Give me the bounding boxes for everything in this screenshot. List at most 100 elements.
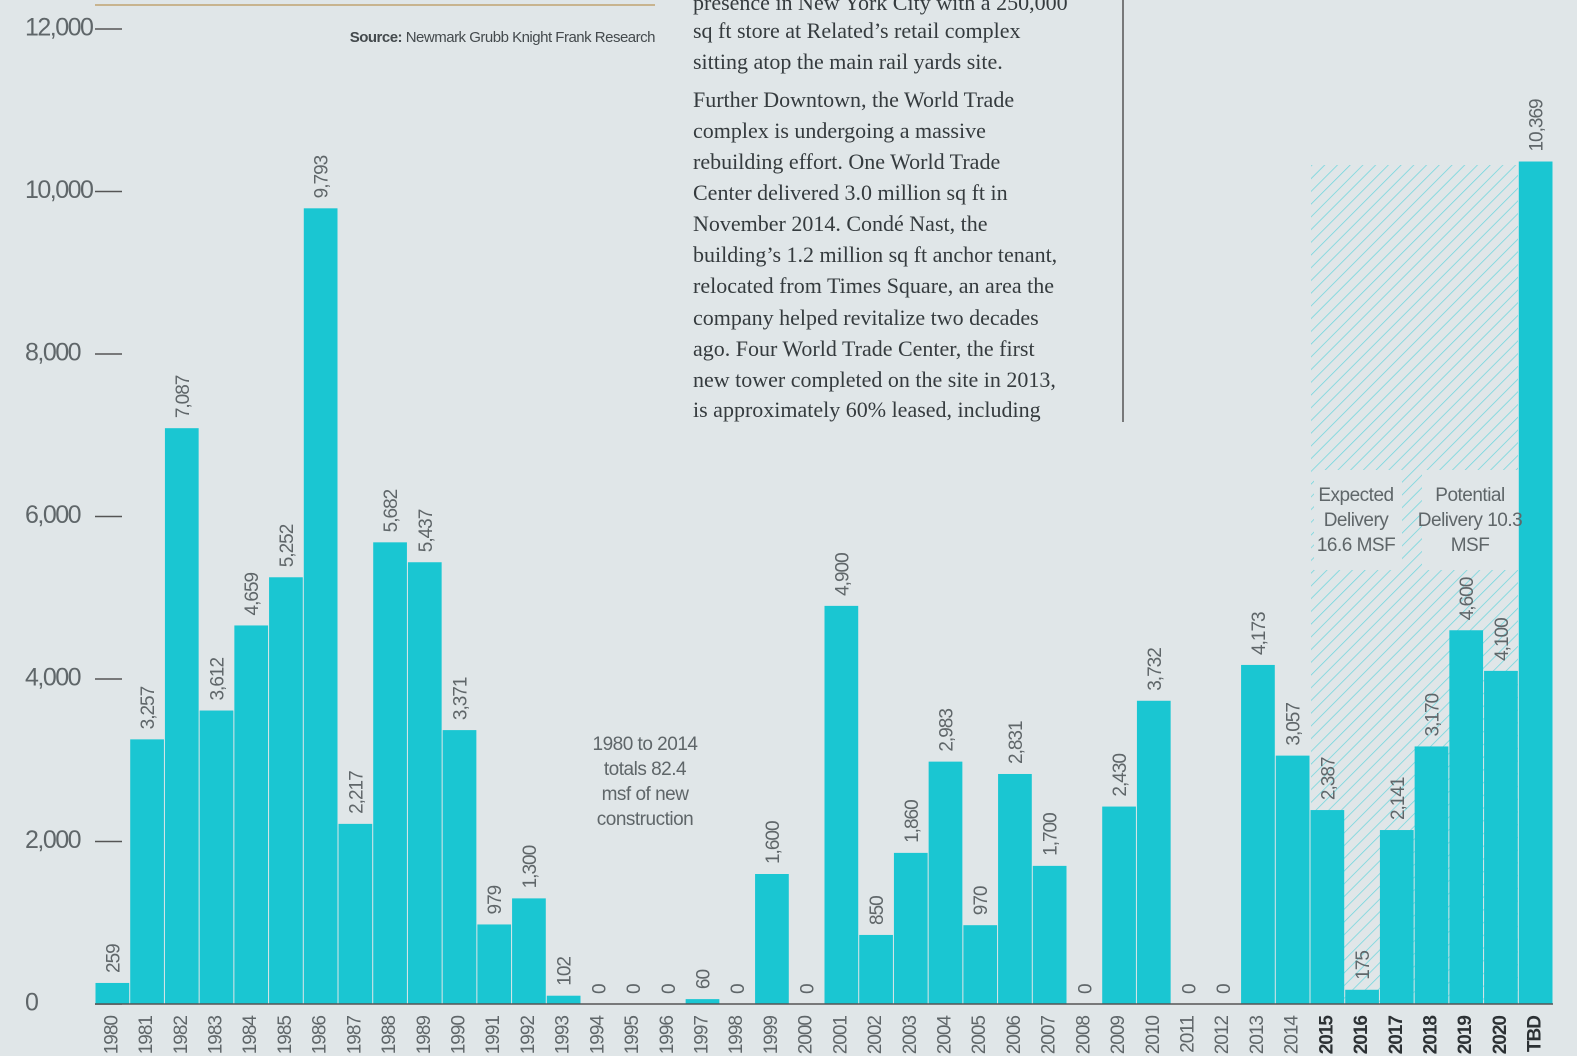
annotation: construction <box>597 809 693 830</box>
x-tick-label: 2019 <box>1455 1016 1476 1055</box>
annotation: Potential <box>1435 485 1504 506</box>
annotation: totals 82.4 <box>604 759 687 780</box>
y-tick-label: 8,000 <box>25 339 81 367</box>
annotation: 16.6 MSF <box>1317 535 1395 556</box>
value-label: 9,793 <box>312 155 333 198</box>
x-tick-label: 2008 <box>1073 1016 1094 1055</box>
value-label: 3,170 <box>1423 693 1444 736</box>
value-label: 0 <box>1075 984 1096 994</box>
value-label: 4,100 <box>1492 618 1513 661</box>
x-tick-label: 2002 <box>865 1016 886 1055</box>
x-tick-label: 2018 <box>1421 1016 1442 1055</box>
value-label: 2,983 <box>937 709 958 752</box>
annotation: Delivery <box>1324 510 1390 531</box>
y-tick-label: 6,000 <box>25 501 81 529</box>
x-tick-label: 2009 <box>1108 1016 1129 1055</box>
x-tick-label: 1985 <box>275 1016 296 1055</box>
value-label: 1,860 <box>902 800 923 843</box>
x-tick-label: 1981 <box>136 1016 157 1055</box>
x-tick-label: 1988 <box>379 1016 400 1055</box>
value-label: 3,371 <box>451 677 472 720</box>
x-tick-label: 2003 <box>900 1016 921 1055</box>
x-tick-label: 2010 <box>1143 1016 1164 1055</box>
x-tick-label: 2011 <box>1178 1016 1199 1053</box>
x-tick-label: 1993 <box>553 1016 574 1055</box>
bar <box>1449 630 1484 1004</box>
value-label: 60 <box>694 970 715 990</box>
x-tick-label: 1998 <box>726 1016 747 1055</box>
x-tick-label: 2001 <box>830 1016 851 1055</box>
value-label: 7,087 <box>173 375 194 418</box>
bar <box>998 773 1032 1004</box>
article-line: company helped revitalize two decades <box>693 305 1039 330</box>
x-tick-label: 1982 <box>171 1016 192 1055</box>
bar <box>407 562 442 1004</box>
value-label: 5,437 <box>416 509 437 552</box>
value-label: 0 <box>798 984 819 994</box>
value-label: 5,682 <box>381 489 402 532</box>
x-tick-label: 1991 <box>483 1016 504 1055</box>
source: Source: Newmark Grubb Knight Frank Resea… <box>350 29 655 46</box>
article-line: building’s 1.2 million sq ft anchor tena… <box>693 242 1057 267</box>
value-label: 3,612 <box>208 658 229 701</box>
bar <box>1345 989 1379 1004</box>
bar <box>1414 746 1449 1004</box>
bar <box>1379 830 1414 1004</box>
bar <box>303 208 338 1005</box>
value-label: 1,300 <box>520 845 541 888</box>
article-line: relocated from Times Square, an area the <box>693 273 1054 298</box>
y-tick-label: 10,000 <box>25 176 93 204</box>
value-label: 2,141 <box>1388 777 1409 820</box>
x-tick-label: 1989 <box>414 1016 435 1055</box>
annotation: MSF <box>1451 535 1490 556</box>
x-tick-label: 1980 <box>101 1016 122 1055</box>
x-tick-label: 2005 <box>969 1016 990 1055</box>
bar <box>1136 700 1171 1004</box>
x-tick-label: 2007 <box>1039 1016 1060 1055</box>
x-tick-label: 2006 <box>1004 1016 1025 1055</box>
source-label: Source: <box>350 29 402 46</box>
x-tick-label: 1984 <box>240 1015 261 1055</box>
x-tick-label: 2014 <box>1282 1015 1303 1055</box>
y-tick-label: 4,000 <box>25 664 81 692</box>
x-tick-label: 2004 <box>935 1015 956 1055</box>
value-label: 2,831 <box>1006 721 1027 764</box>
value-label: 4,173 <box>1249 612 1270 655</box>
value-label: 0 <box>728 984 749 994</box>
x-tick-label: TBD <box>1525 1016 1546 1052</box>
bar <box>1275 755 1310 1004</box>
value-label: 2,387 <box>1318 757 1339 800</box>
bar <box>824 605 859 1004</box>
hatch-region <box>1311 165 1518 1004</box>
annotation: 1980 to 2014 <box>593 734 699 755</box>
bar <box>95 982 130 1004</box>
article-line: sq ft store at Related’s retail complex <box>693 18 1020 43</box>
value-label: 0 <box>1214 984 1235 994</box>
x-tick-label: 1986 <box>310 1016 331 1055</box>
annotation-box <box>1314 470 1402 570</box>
article-line: rebuilding effort. One World Trade <box>693 149 1000 174</box>
x-tick-label: 1995 <box>622 1016 643 1055</box>
value-label: 102 <box>555 957 576 986</box>
value-label: 2,430 <box>1110 754 1131 797</box>
article-line: new tower completed on the site in 2013, <box>693 367 1056 392</box>
bar <box>512 898 546 1004</box>
annotation: msf of new <box>602 784 690 805</box>
y-tick-label: 0 <box>25 989 38 1017</box>
value-label: 1,600 <box>763 821 784 864</box>
bar <box>164 428 199 1004</box>
y-tick-label: 12,000 <box>25 14 93 42</box>
bar <box>234 625 269 1004</box>
bar <box>1310 810 1345 1004</box>
x-tick-label: 1990 <box>449 1016 470 1055</box>
x-tick-label: 2016 <box>1351 1016 1372 1055</box>
value-label: 175 <box>1353 951 1374 980</box>
x-tick-label: 1983 <box>206 1016 227 1055</box>
y-tick-label: 2,000 <box>25 826 81 854</box>
value-label: 10,369 <box>1527 99 1548 152</box>
article-line: Further Downtown, the World Trade <box>693 87 1014 112</box>
x-tick-label: 1996 <box>657 1016 678 1055</box>
value-label: 850 <box>867 896 888 925</box>
article-line: presence in New York City with a 250,000 <box>693 0 1068 15</box>
